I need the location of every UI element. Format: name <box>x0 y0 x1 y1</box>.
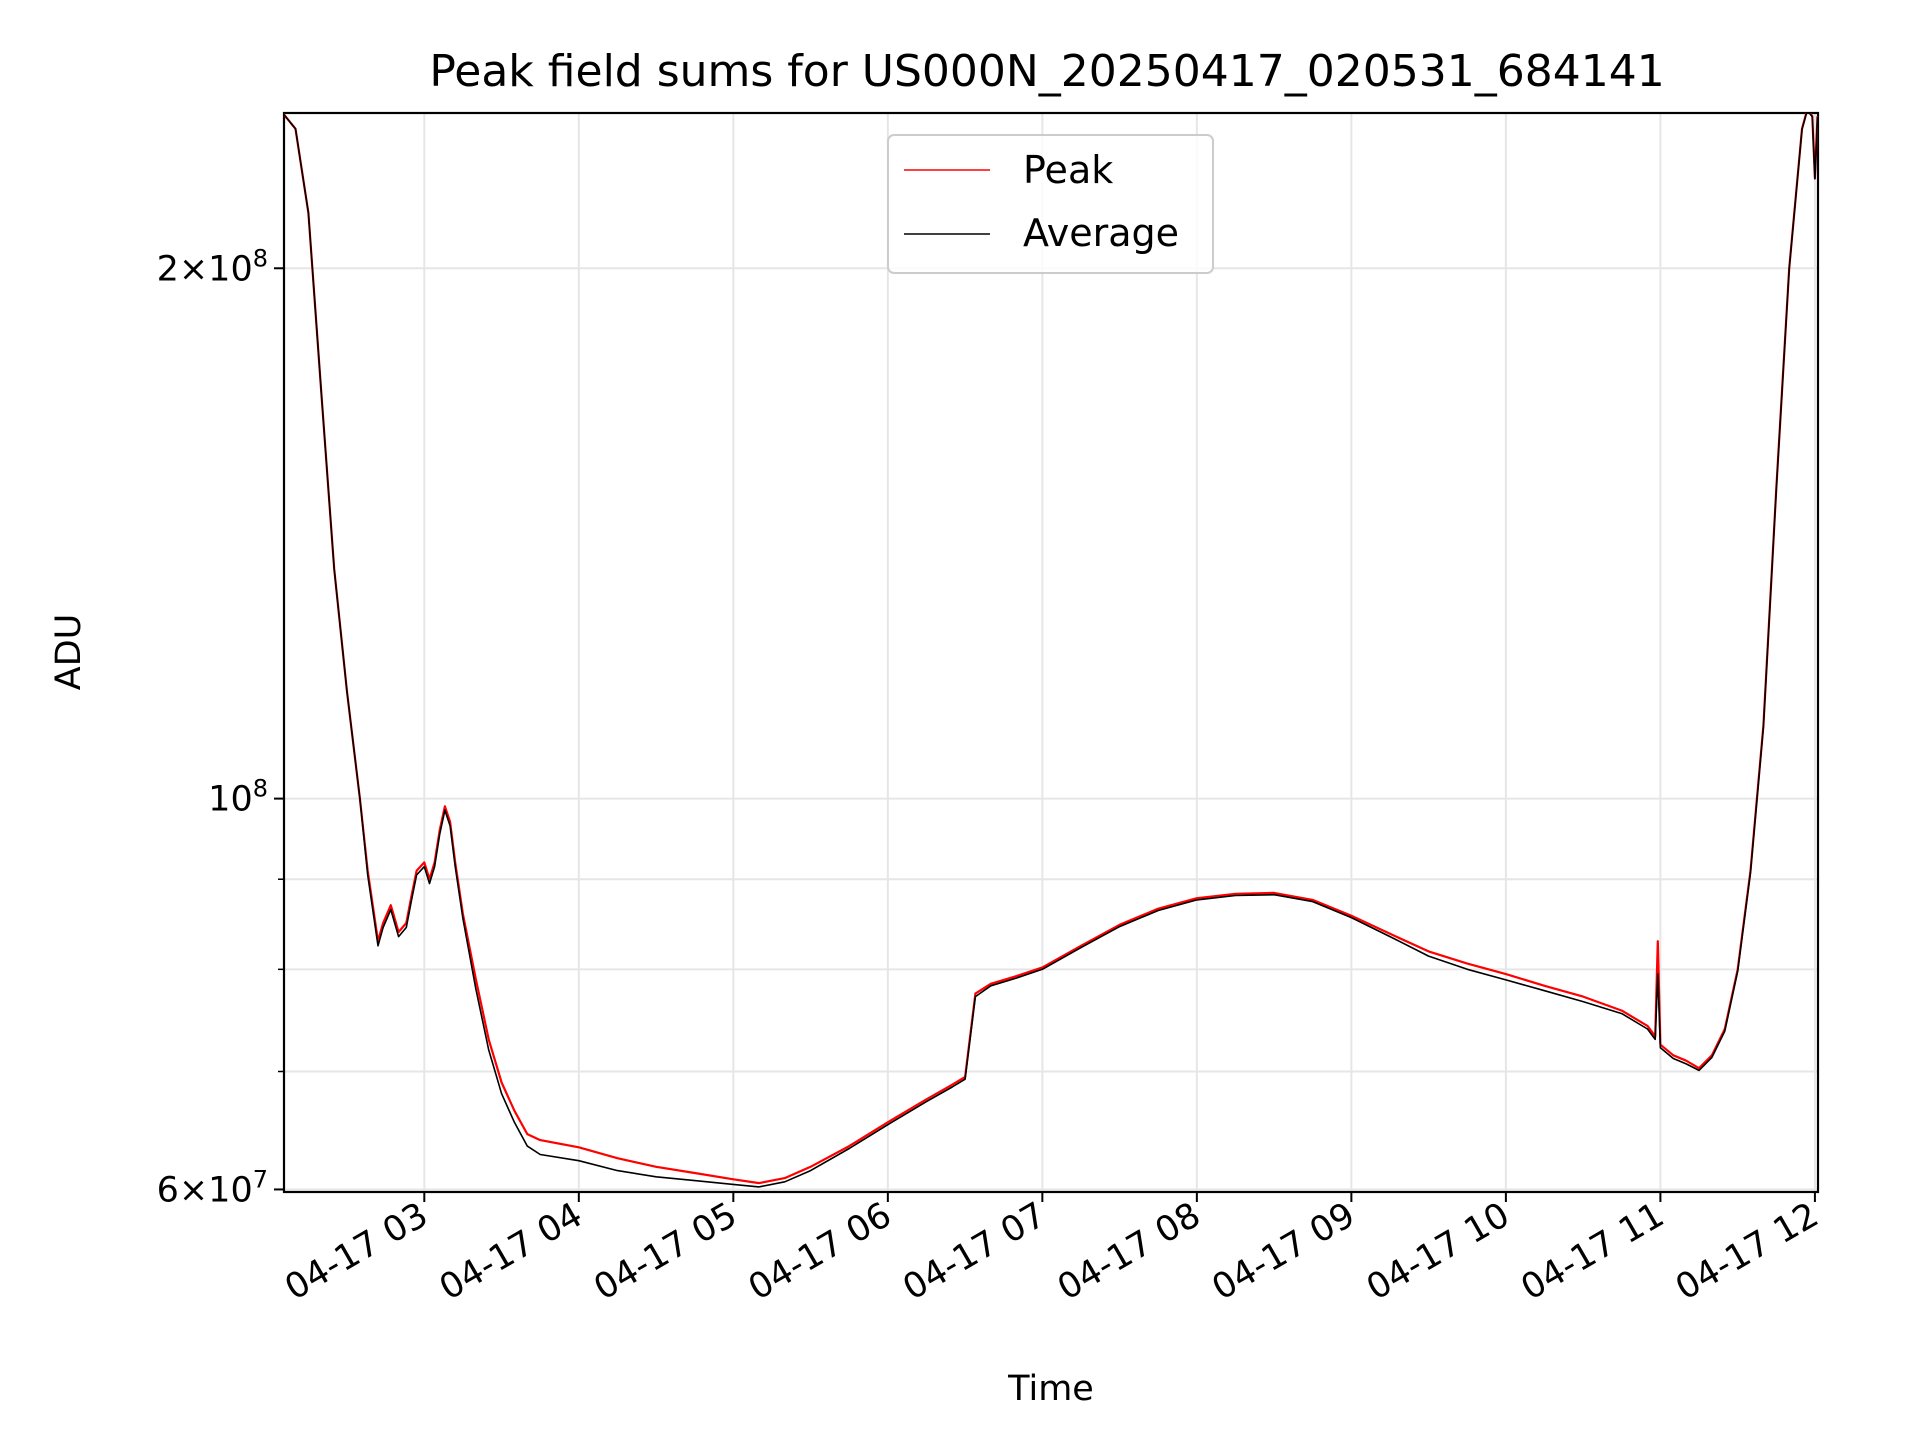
x-tick-label: 04-17 06 <box>742 1195 898 1308</box>
x-tick-label: 04-17 03 <box>279 1195 435 1308</box>
y-tick-label: 6×107 <box>157 1165 268 1210</box>
chart-title: Peak field sums for US000N_20250417_0205… <box>429 46 1664 97</box>
series-layer <box>284 113 1818 1188</box>
x-axis-label: Time <box>1007 1369 1094 1409</box>
x-tick-label: 04-17 04 <box>433 1195 589 1308</box>
x-tick-label: 04-17 10 <box>1360 1195 1516 1308</box>
legend-label-peak: Peak <box>1023 148 1113 192</box>
grid <box>284 113 1818 1192</box>
series-line-average <box>284 113 1818 1188</box>
x-tick-label: 04-17 05 <box>588 1195 744 1308</box>
y-tick-label: 108 <box>208 775 268 820</box>
series-line-peak <box>284 113 1818 1185</box>
plot-area <box>282 111 1820 1194</box>
y-axis-label: ADU <box>49 614 89 691</box>
x-tick-label: 04-17 08 <box>1051 1195 1207 1308</box>
legend: Peak Average <box>887 134 1214 274</box>
x-tick-label: 04-17 09 <box>1206 1195 1362 1308</box>
x-tick-label: 04-17 11 <box>1515 1195 1671 1308</box>
x-tick-label: 04-17 12 <box>1669 1195 1825 1308</box>
y-tick-label: 2×108 <box>157 244 268 289</box>
x-tick-label: 04-17 07 <box>897 1195 1053 1308</box>
legend-label-average: Average <box>1023 211 1179 255</box>
y-axis-ticks: 2×108 108 6×107 <box>157 244 284 1210</box>
